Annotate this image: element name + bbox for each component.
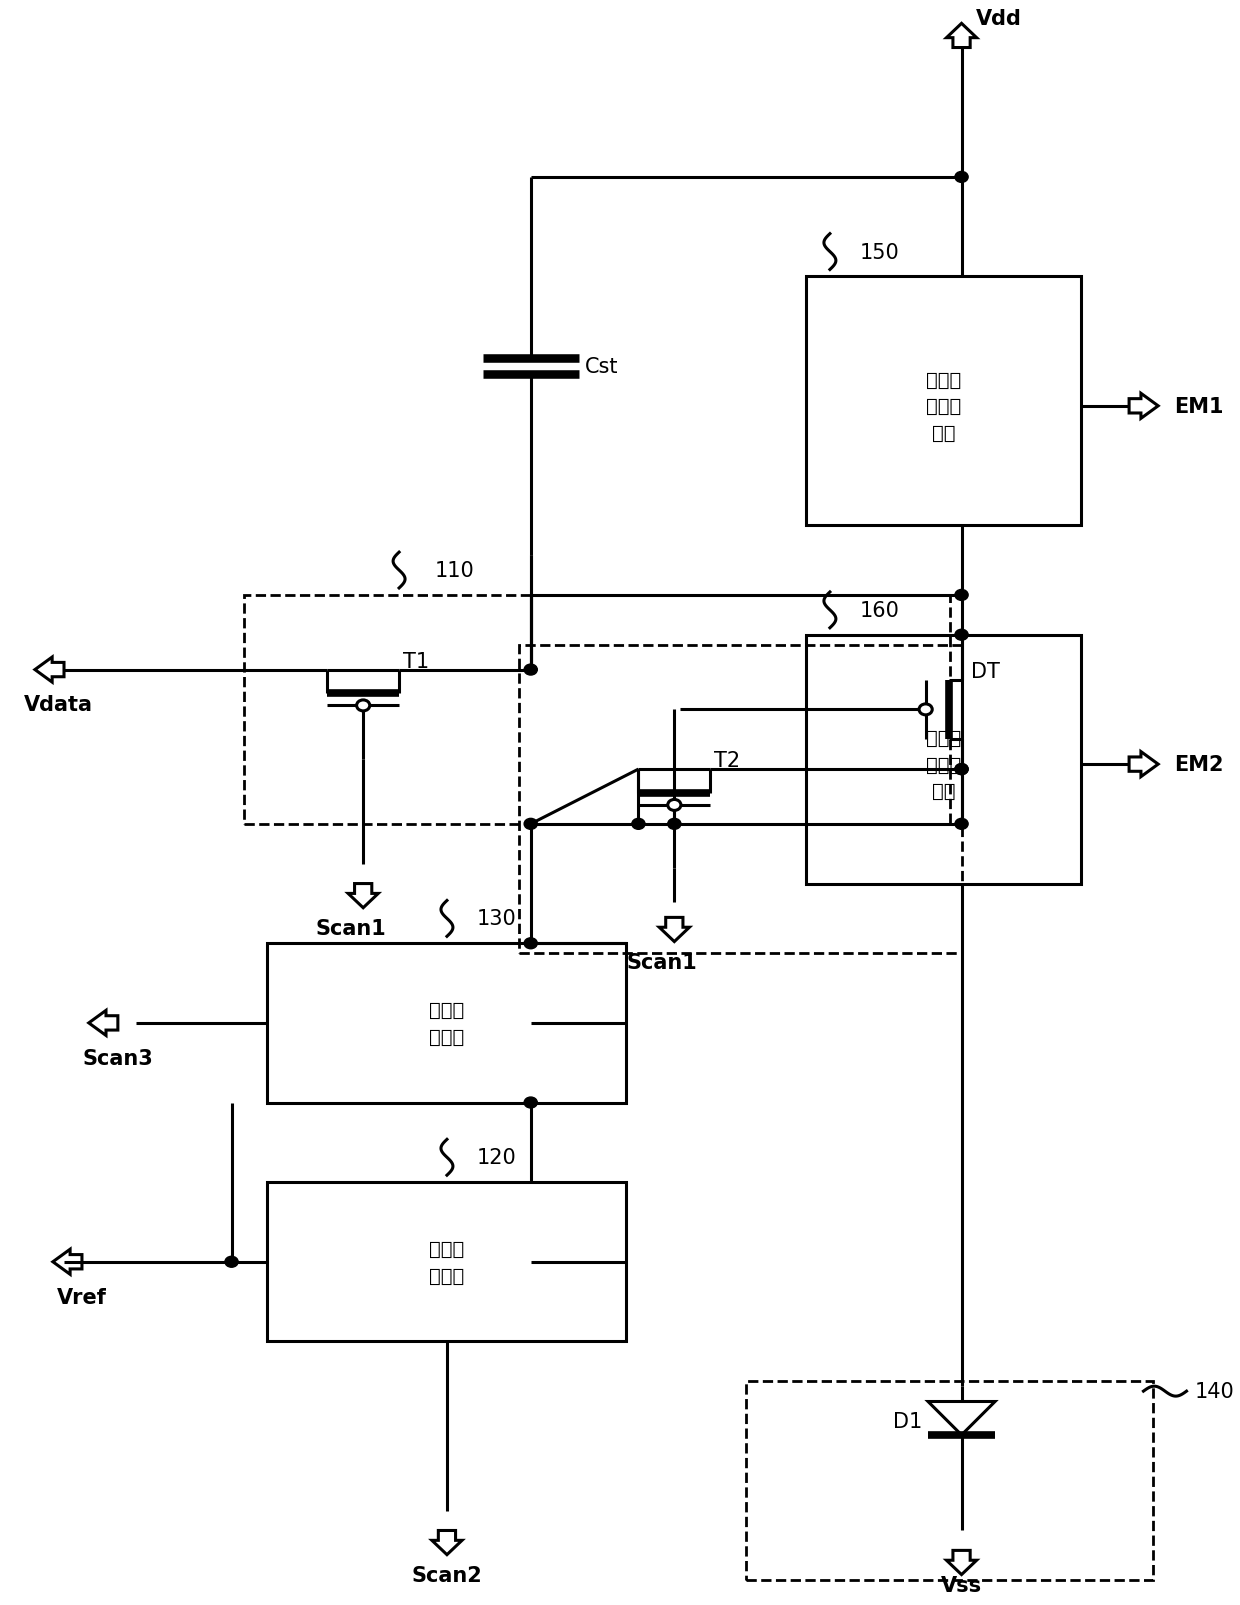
Bar [746,1382,1153,1581]
Text: EM2: EM2 [1174,754,1224,775]
Text: 160: 160 [859,600,900,621]
Circle shape [955,629,968,640]
Bar [806,278,1081,526]
Text: T1: T1 [403,652,429,671]
Text: EM1: EM1 [1174,396,1224,417]
Text: 120: 120 [477,1148,517,1167]
Text: Scan2: Scan2 [412,1565,482,1586]
Text: 第二发
光控制
模块: 第二发 光控制 模块 [926,729,961,801]
Circle shape [632,819,645,830]
Text: 150: 150 [859,242,899,262]
Text: 130: 130 [477,908,517,929]
Text: Vdata: Vdata [24,695,93,714]
Text: D1: D1 [893,1411,923,1432]
Circle shape [955,764,968,775]
Text: Vdd: Vdd [976,8,1022,29]
Text: Vref: Vref [57,1287,107,1306]
Text: Scan1: Scan1 [627,953,698,973]
Circle shape [525,819,537,830]
Text: 第二复
位模块: 第二复 位模块 [429,1000,465,1046]
Circle shape [525,1098,537,1109]
Circle shape [955,172,968,183]
Text: Scan3: Scan3 [83,1048,154,1067]
Bar [268,1183,626,1342]
Circle shape [525,939,537,949]
Text: 第一复
位模块: 第一复 位模块 [429,1239,465,1284]
Text: Vss: Vss [941,1575,982,1595]
Bar [518,645,961,953]
Text: DT: DT [971,661,999,681]
Text: 第一发
光控制
模块: 第一发 光控制 模块 [926,371,961,443]
Circle shape [668,799,681,811]
Circle shape [919,705,932,716]
Circle shape [525,664,537,676]
Text: Cst: Cst [584,356,618,377]
Circle shape [668,819,681,830]
Text: 110: 110 [435,560,475,581]
Text: Scan1: Scan1 [316,918,387,939]
Bar [268,944,626,1103]
Bar [243,595,950,825]
Circle shape [955,764,968,775]
Circle shape [357,700,370,711]
Text: 140: 140 [1195,1382,1235,1401]
Circle shape [955,819,968,830]
Circle shape [224,1257,238,1268]
Bar [806,636,1081,884]
Circle shape [955,591,968,600]
Text: T2: T2 [714,751,740,770]
